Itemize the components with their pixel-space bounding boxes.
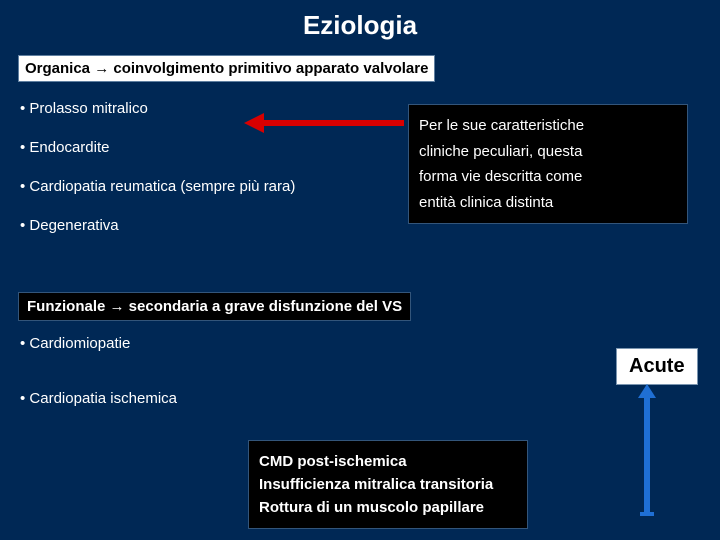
callout-line3: forma vie descritta come: [419, 164, 677, 190]
slide-title: Eziologia: [0, 0, 720, 41]
callout-box: Per le sue caratteristiche cliniche pecu…: [408, 104, 688, 224]
subbox-line2: Insufficienza mitralica transitoria: [259, 476, 517, 493]
blue-arrow-icon: [636, 384, 658, 518]
bullet-cardiopatia-ischemica: • Cardiopatia ischemica: [20, 390, 720, 407]
heading-funzionale: Funzionale → secondaria a grave disfunzi…: [18, 292, 411, 321]
red-arrow-icon: [244, 112, 404, 134]
bullet-cardiomiopatie: • Cardiomiopatie: [20, 335, 720, 352]
callout-line4: entità clinica distinta: [419, 190, 677, 216]
subbox-line1: CMD post-ischemica: [259, 453, 517, 470]
sub-box: CMD post-ischemica Insufficienza mitrali…: [248, 440, 528, 529]
subbox-line3: Rottura di un muscolo papillare: [259, 499, 517, 516]
callout-line1: Per le sue caratteristiche: [419, 113, 677, 139]
acute-label: Acute: [616, 348, 698, 385]
heading-organica: Organica → coinvolgimento primitivo appa…: [18, 55, 435, 82]
callout-line2: cliniche peculiari, questa: [419, 139, 677, 165]
